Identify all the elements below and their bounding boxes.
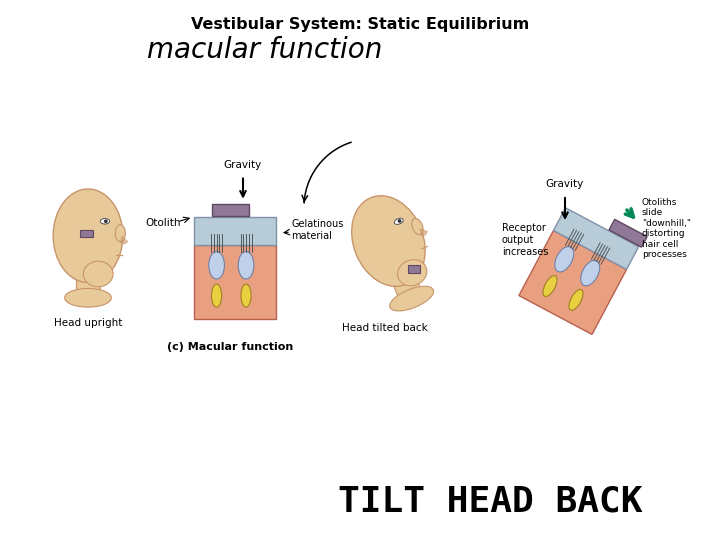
Text: (c) Macular function: (c) Macular function [167, 342, 293, 352]
Ellipse shape [100, 219, 109, 224]
Ellipse shape [412, 219, 423, 235]
Bar [391, 269, 420, 298]
Text: Head upright: Head upright [54, 318, 122, 328]
Text: Otoliths
slide
"downhill,"
distorting
hair cell
processes: Otoliths slide "downhill," distorting ha… [642, 198, 691, 259]
Polygon shape [420, 228, 428, 235]
Text: Gelatinous
material: Gelatinous material [291, 219, 343, 241]
Ellipse shape [115, 225, 125, 242]
Bar [609, 219, 647, 247]
Ellipse shape [397, 260, 427, 286]
Bar [194, 245, 276, 319]
Ellipse shape [581, 260, 600, 286]
Ellipse shape [351, 196, 426, 286]
Bar [408, 265, 420, 273]
Text: Gravity: Gravity [224, 160, 262, 170]
Ellipse shape [395, 218, 403, 225]
Circle shape [397, 219, 402, 223]
Ellipse shape [241, 284, 251, 307]
Ellipse shape [84, 261, 113, 287]
Circle shape [104, 219, 108, 223]
Bar [80, 230, 93, 237]
Ellipse shape [65, 288, 112, 307]
Bar [212, 204, 249, 215]
Ellipse shape [569, 289, 583, 310]
Text: Receptor
output
increases: Receptor output increases [502, 224, 549, 256]
Ellipse shape [555, 246, 574, 272]
Ellipse shape [390, 286, 433, 311]
Bar [519, 231, 626, 334]
Text: Gravity: Gravity [546, 179, 584, 189]
Text: Head tilted back: Head tilted back [342, 323, 428, 333]
Polygon shape [120, 236, 128, 244]
Text: Vestibular System: Static Equilibrium: Vestibular System: Static Equilibrium [191, 17, 529, 32]
Ellipse shape [212, 284, 222, 307]
Ellipse shape [53, 189, 123, 282]
Ellipse shape [238, 252, 254, 279]
Text: Otolith: Otolith [145, 218, 181, 228]
Text: TILT HEAD BACK: TILT HEAD BACK [338, 485, 642, 519]
Bar [194, 218, 276, 245]
Bar [76, 272, 100, 293]
Ellipse shape [209, 252, 225, 279]
Text: macular function: macular function [148, 36, 383, 64]
Bar [554, 208, 639, 269]
Ellipse shape [543, 275, 557, 296]
